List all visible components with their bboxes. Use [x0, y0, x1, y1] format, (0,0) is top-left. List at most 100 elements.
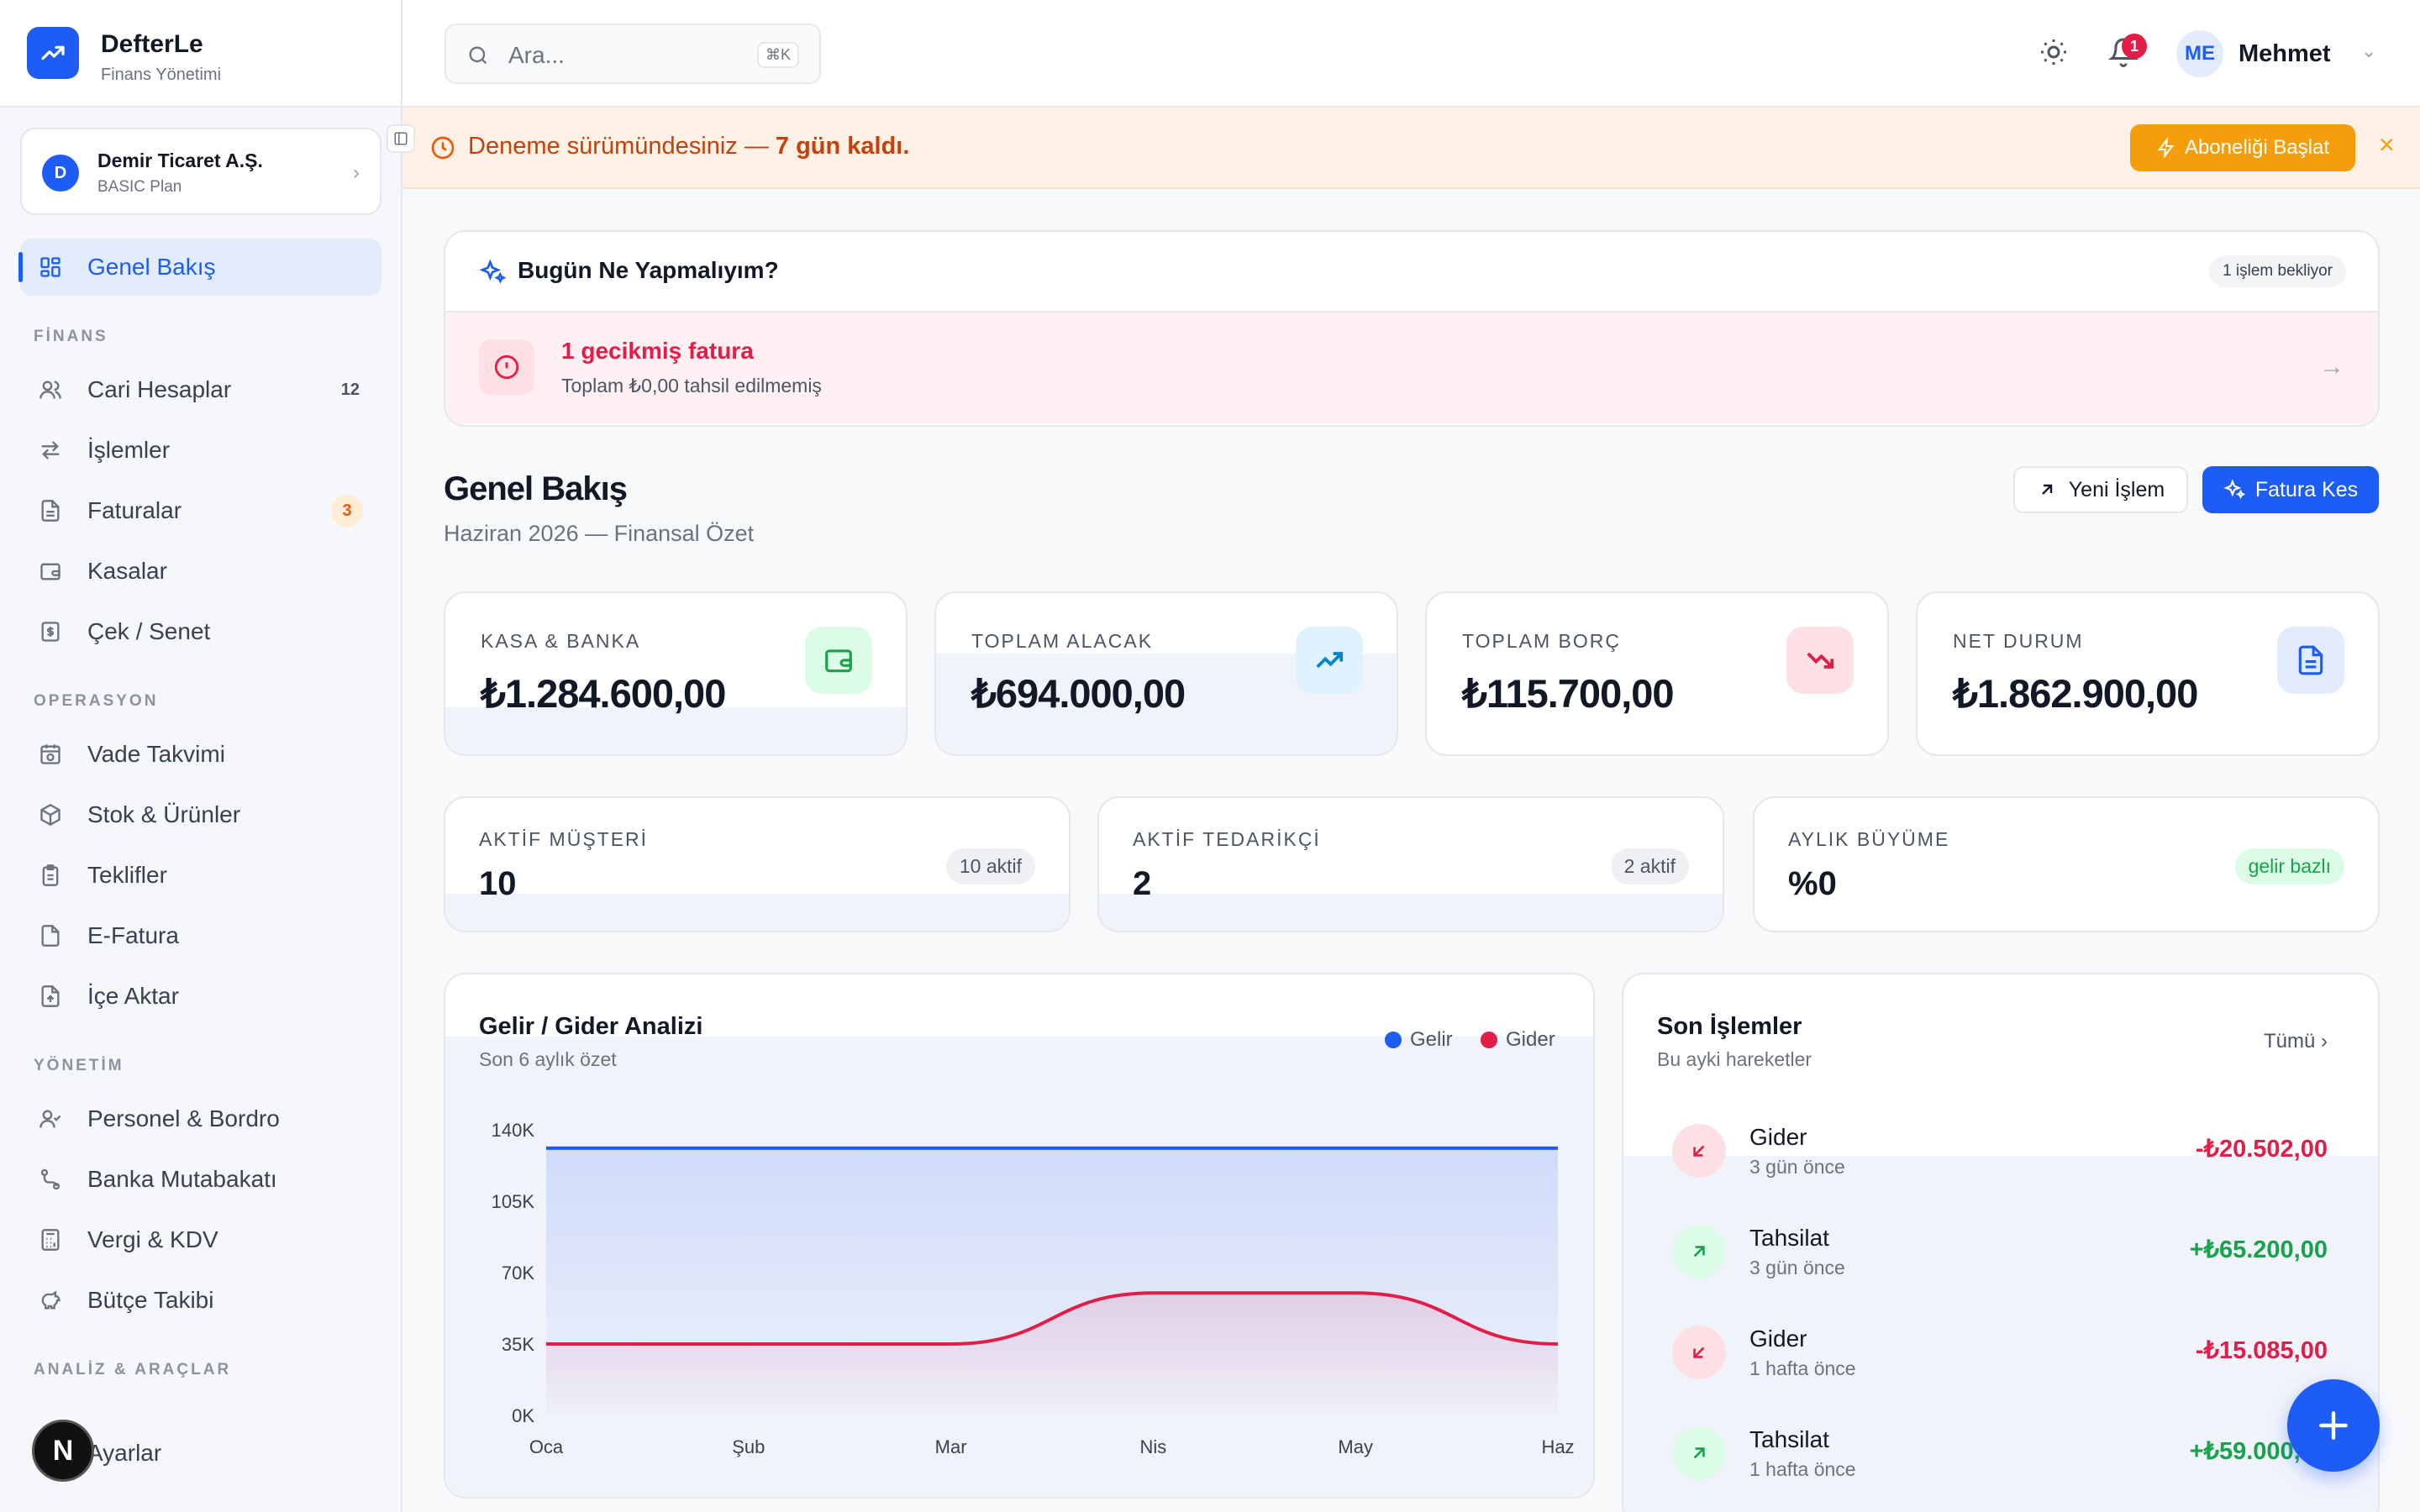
sidebar-item-checks[interactable]: Çek / Senet	[20, 603, 381, 660]
close-icon[interactable]: ×	[2379, 129, 2395, 160]
count-badge: 12	[340, 380, 360, 399]
mini-stat-value: 2	[1133, 865, 1152, 902]
y-tick-label: 35K	[502, 1334, 534, 1355]
section-analysis: ANALİZ & ARAÇLAR	[34, 1361, 232, 1378]
sidebar-item-payroll[interactable]: Personel & Bordro	[20, 1090, 381, 1147]
sidebar-item-label: İşlemler	[87, 437, 171, 463]
sidebar-item-label: Genel Bakış	[87, 254, 216, 280]
user-menu[interactable]: ME Mehmet ⌄	[2176, 29, 2395, 79]
transaction-row[interactable]: Gider 1 hafta önce -₺15.085,00	[1623, 1300, 2378, 1401]
stat-card-receivables[interactable]: TOPLAM ALACAK ₺694.000,00	[934, 591, 1398, 756]
theme-toggle-button[interactable]	[2039, 37, 2072, 71]
brand-subtitle: Finans Yönetimi	[101, 66, 222, 84]
subscribe-button-label: Aboneliği Başlat	[2184, 136, 2330, 159]
transaction-row[interactable]: Gider 3 gün önce -₺20.502,00	[1623, 1099, 2378, 1200]
new-transaction-button[interactable]: Yeni İşlem	[2013, 466, 2188, 513]
overdue-invoice-item[interactable]: 1 gecikmiş fatura Toplam ₺0,00 tahsil ed…	[445, 312, 2378, 423]
subscribe-button[interactable]: Aboneliği Başlat	[2130, 124, 2355, 171]
mini-stat-pill: gelir bazlı	[2234, 848, 2344, 885]
stat-card-net[interactable]: NET DURUM ₺1.862.900,00	[1916, 591, 2380, 756]
series-line-gider	[546, 1291, 1559, 1346]
transaction-title: Tahsilat	[1749, 1426, 1829, 1452]
recent-transactions-card: Son İşlemler Bu ayki hareketler Tümü › G…	[1622, 973, 2380, 1512]
trial-text: Deneme sürümündesiniz —	[468, 133, 776, 160]
sidebar-item-stock[interactable]: Stok & Ürünler	[20, 786, 381, 843]
chevron-down-icon: ⌄	[2361, 40, 2377, 61]
piggy-bank-icon	[41, 1290, 60, 1310]
sidebar-item-label: Personel & Bordro	[87, 1105, 280, 1131]
transaction-time: 1 hafta önce	[1749, 1458, 1856, 1480]
user-name: Mehmet	[2238, 40, 2331, 67]
mini-stat-label: AKTİF TEDARİKÇİ	[1133, 828, 1321, 850]
todo-title: Bugün Ne Yapmalıyım?	[518, 257, 779, 283]
receipt-icon	[41, 622, 60, 642]
view-all-link[interactable]: Tümü ›	[2263, 1030, 2328, 1053]
sidebar-item-quotes[interactable]: Teklifler	[20, 847, 381, 904]
legend-label: Gelir	[1410, 1028, 1453, 1051]
sidebar: DefterLe Finans Yönetimi D Demir Ticaret…	[0, 0, 402, 1512]
stat-card-payables[interactable]: TOPLAM BORÇ ₺115.700,00	[1425, 591, 1889, 756]
mini-stat-label: AYLIK BÜYÜME	[1788, 828, 1950, 850]
create-invoice-button[interactable]: Fatura Kes	[2202, 466, 2379, 513]
section-finance: FİNANS	[34, 328, 108, 345]
search-icon	[469, 46, 487, 65]
transaction-time: 1 hafta önce	[1749, 1357, 1856, 1379]
user-check-icon	[39, 1110, 61, 1128]
y-tick-label: 70K	[502, 1263, 534, 1284]
sidebar-item-overview[interactable]: Genel Bakış	[18, 239, 381, 296]
clock-icon	[431, 136, 455, 160]
search-input[interactable]: Ara... ⌘K	[445, 24, 821, 84]
trending-down-icon	[1786, 627, 1854, 694]
sidebar-item-transactions[interactable]: İşlemler	[20, 422, 381, 479]
notifications-button[interactable]: 1	[2107, 34, 2147, 71]
sidebar-item-label: Bütçe Takibi	[87, 1287, 214, 1313]
sidebar-item-einvoice[interactable]: E-Fatura	[20, 907, 381, 964]
transaction-row[interactable]: Tahsilat 1 hafta önce +₺59.000,00	[1623, 1401, 2378, 1502]
sidebar-item-tax[interactable]: Vergi & KDV	[20, 1211, 381, 1268]
sidebar-item-label: Vergi & KDV	[87, 1226, 218, 1252]
dev-tools-badge[interactable]: N	[32, 1420, 94, 1482]
mini-stat-band	[1099, 894, 1723, 931]
sidebar-item-cash[interactable]: Kasalar	[20, 543, 381, 600]
mini-stat-suppliers[interactable]: AKTİF TEDARİKÇİ 2 2 aktif	[1097, 796, 1724, 932]
overdue-subtitle: Toplam ₺0,00 tahsil edilmemiş	[561, 375, 822, 396]
company-plan: BASIC Plan	[97, 178, 182, 196]
mini-stat-growth[interactable]: AYLIK BÜYÜME %0 gelir bazlı	[1753, 796, 2380, 932]
x-tick-label: Nis	[1140, 1436, 1167, 1457]
company-name: Demir Ticaret A.Ş.	[97, 150, 263, 171]
sidebar-item-import[interactable]: İçe Aktar	[20, 968, 381, 1025]
plus-icon	[2319, 1411, 2348, 1440]
company-switcher[interactable]: D Demir Ticaret A.Ş. BASIC Plan ›	[20, 128, 381, 215]
sidebar-item-label: Cari Hesaplar	[87, 376, 232, 402]
recent-subtitle: Bu ayki hareketler	[1657, 1048, 1812, 1070]
sidebar-item-invoices[interactable]: Faturalar 3	[20, 482, 381, 539]
sidebar-item-settings[interactable]: Ayarlar	[20, 1425, 381, 1482]
topbar: Ara... ⌘K 1 ME Mehmet ⌄	[402, 0, 2420, 108]
area-chart: 140K 105K 70K 35K 0K Oca Şub Mar Nis May Haz	[492, 1120, 1575, 1457]
sidebar-item-calendar[interactable]: Vade Takvimi	[20, 726, 381, 783]
sidebar-collapse-button[interactable]	[387, 124, 415, 153]
sidebar-item-label: Teklifler	[87, 862, 167, 888]
stat-card-cash[interactable]: KASA & BANKA ₺1.284.600,00	[444, 591, 908, 756]
add-fab-button[interactable]	[2287, 1379, 2380, 1472]
sidebar-item-label: Faturalar	[87, 497, 182, 523]
todo-pending-badge: 1 işlem bekliyor	[2209, 255, 2346, 287]
stat-label: KASA & BANKA	[481, 630, 641, 652]
stat-label: TOPLAM BORÇ	[1462, 630, 1621, 652]
series-area-gider	[546, 1293, 1558, 1415]
sidebar-item-accounts[interactable]: Cari Hesaplar 12	[20, 361, 381, 418]
mini-stat-pill: 10 aktif	[945, 848, 1035, 885]
trial-banner: Deneme sürümündesiniz — 7 gün kaldı. Abo…	[402, 108, 2420, 189]
calendar-clock-icon	[40, 744, 60, 764]
sidebar-item-budget[interactable]: Bütçe Takibi	[20, 1272, 381, 1329]
stat-value: ₺1.862.900,00	[1953, 671, 2198, 716]
legend-dot	[1385, 1032, 1402, 1048]
brand-header[interactable]: DefterLe Finans Yönetimi	[0, 0, 401, 108]
arrow-up-right-icon	[1672, 1426, 1726, 1480]
todo-card: Bugün Ne Yapmalıyım? 1 işlem bekliyor 1 …	[444, 230, 2380, 427]
sidebar-item-reconciliation[interactable]: Banka Mutabakatı	[20, 1151, 381, 1208]
transaction-row[interactable]: Tahsilat 3 gün önce +₺65.200,00	[1623, 1200, 2378, 1300]
mini-stat-customers[interactable]: AKTİF MÜŞTERİ 10 10 aktif	[444, 796, 1071, 932]
mini-stat-band	[445, 894, 1069, 931]
sun-icon	[2041, 39, 2066, 65]
